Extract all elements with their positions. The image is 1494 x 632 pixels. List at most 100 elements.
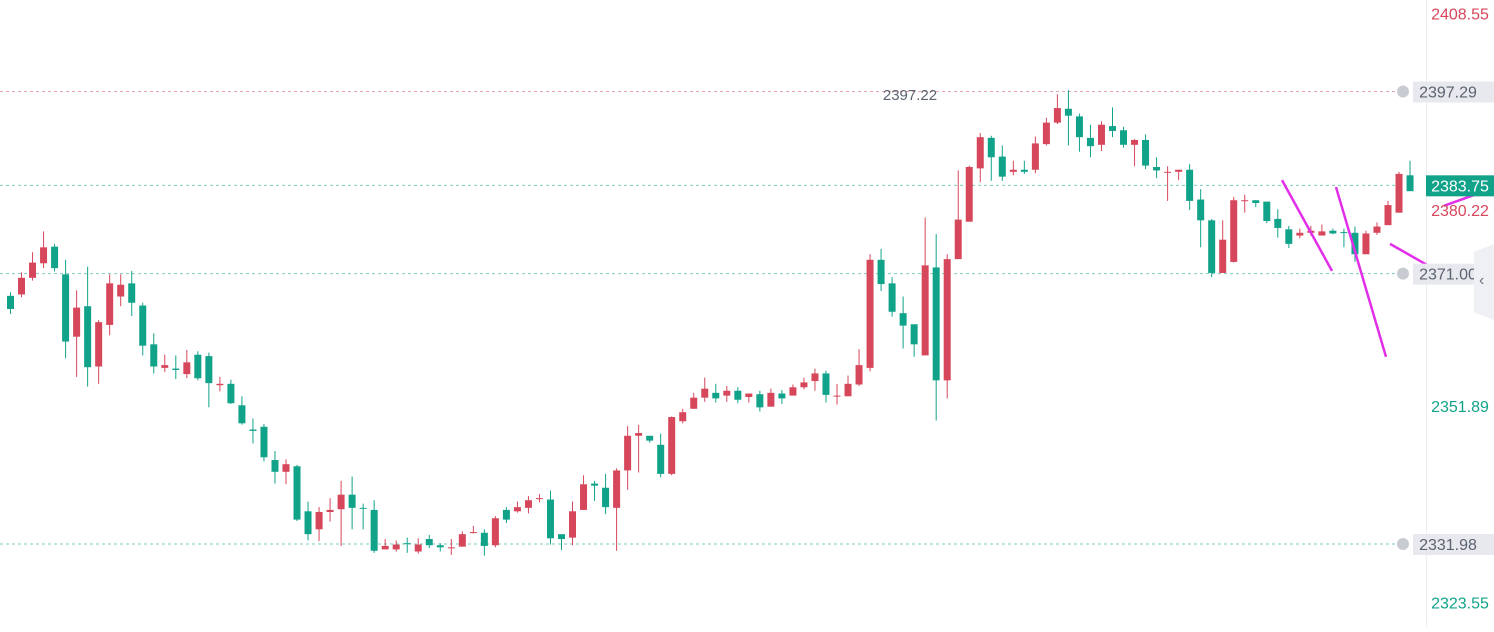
candle xyxy=(932,234,940,421)
candles xyxy=(7,90,1414,556)
candle xyxy=(1086,124,1094,158)
candle-body xyxy=(1097,124,1105,145)
candle-body xyxy=(425,539,433,546)
candle-body xyxy=(381,545,389,550)
candle xyxy=(1131,139,1139,167)
candle-body xyxy=(172,368,180,370)
candle-body xyxy=(139,305,147,346)
candle-body xyxy=(1075,116,1083,138)
candle-body xyxy=(95,322,103,367)
candle xyxy=(84,266,92,387)
candle-body xyxy=(337,494,345,510)
candle xyxy=(1186,164,1194,210)
candle xyxy=(524,496,532,514)
candle-body xyxy=(855,365,863,385)
candle-body xyxy=(359,507,367,509)
candle-body xyxy=(1142,139,1150,166)
candle xyxy=(1020,160,1028,174)
candle-body xyxy=(491,518,499,546)
candle-body xyxy=(613,470,621,508)
candle xyxy=(1153,157,1161,179)
candle-body xyxy=(1131,139,1139,145)
candle xyxy=(1252,200,1260,208)
candle xyxy=(624,426,632,490)
candle xyxy=(194,351,202,381)
candle-body xyxy=(624,435,632,471)
candle xyxy=(745,393,753,403)
candle-body xyxy=(877,259,885,285)
candle xyxy=(1395,171,1403,213)
price-axis-label: 2408.55 xyxy=(1431,7,1489,24)
candle-body xyxy=(1031,143,1039,170)
candle-body xyxy=(888,283,896,312)
candle-body xyxy=(1252,200,1260,203)
candle-body xyxy=(690,397,698,409)
candle xyxy=(580,475,588,510)
candle xyxy=(469,525,477,534)
candle-body xyxy=(701,388,709,398)
candle xyxy=(1230,196,1238,263)
candle-body xyxy=(150,344,158,367)
candle xyxy=(1197,189,1205,248)
candle-body xyxy=(668,417,676,474)
candle xyxy=(1175,169,1183,181)
candle xyxy=(95,320,103,384)
candle xyxy=(1263,201,1271,224)
collapse-panel-button[interactable]: ‹ xyxy=(1474,244,1494,320)
candle xyxy=(1120,126,1128,148)
candle-body xyxy=(866,259,874,368)
candle xyxy=(833,383,841,405)
price-axis-label: 2380.22 xyxy=(1431,203,1489,220)
candle-body xyxy=(216,383,224,386)
candle-body xyxy=(238,405,246,424)
bell-icon[interactable] xyxy=(1397,267,1409,280)
candle xyxy=(271,451,279,484)
candle-body xyxy=(1197,199,1205,221)
candle xyxy=(337,480,345,546)
candle xyxy=(425,534,433,549)
candle xyxy=(756,390,764,412)
bell-icon[interactable] xyxy=(1397,538,1409,551)
price-label-text: 2408.55 xyxy=(1431,7,1489,24)
high-marker-text: 2397.22 xyxy=(883,87,937,104)
candle xyxy=(1142,134,1150,170)
candle-body xyxy=(469,532,477,534)
candle-body xyxy=(1230,200,1238,262)
price-axis-label: 2351.89 xyxy=(1431,399,1489,416)
candle-body xyxy=(260,426,268,458)
candle xyxy=(844,375,852,397)
candle xyxy=(183,349,191,379)
candle xyxy=(822,370,830,403)
candle-body xyxy=(1219,239,1227,273)
candle-body xyxy=(569,511,577,538)
candle xyxy=(458,531,466,547)
candle xyxy=(1329,228,1337,235)
candle xyxy=(172,355,180,379)
candle-body xyxy=(546,499,554,539)
price-label-text: 2397.29 xyxy=(1419,85,1477,102)
price-lines xyxy=(0,91,1400,545)
bell-icon[interactable] xyxy=(1397,85,1409,98)
candle xyxy=(866,254,874,372)
candle xyxy=(1164,166,1172,201)
candle-body xyxy=(1186,169,1194,201)
candle xyxy=(976,133,984,183)
candle-body xyxy=(1153,166,1161,171)
candle-body xyxy=(348,494,356,508)
candle xyxy=(1064,90,1072,146)
candle-body xyxy=(1175,169,1183,172)
candle xyxy=(535,493,543,503)
candle xyxy=(414,538,422,554)
candle xyxy=(106,274,114,336)
candle-body xyxy=(580,484,588,510)
chevron-left-icon: ‹ xyxy=(1479,272,1485,289)
candle-body xyxy=(1406,175,1414,192)
price-label-text: 2380.22 xyxy=(1431,203,1489,220)
price-label-box xyxy=(1413,534,1494,556)
candle-body xyxy=(1362,233,1370,255)
candle-body xyxy=(1042,122,1050,145)
price-label-text: 2323.55 xyxy=(1431,595,1489,612)
candle-body xyxy=(73,307,81,337)
candle-body xyxy=(205,356,213,384)
